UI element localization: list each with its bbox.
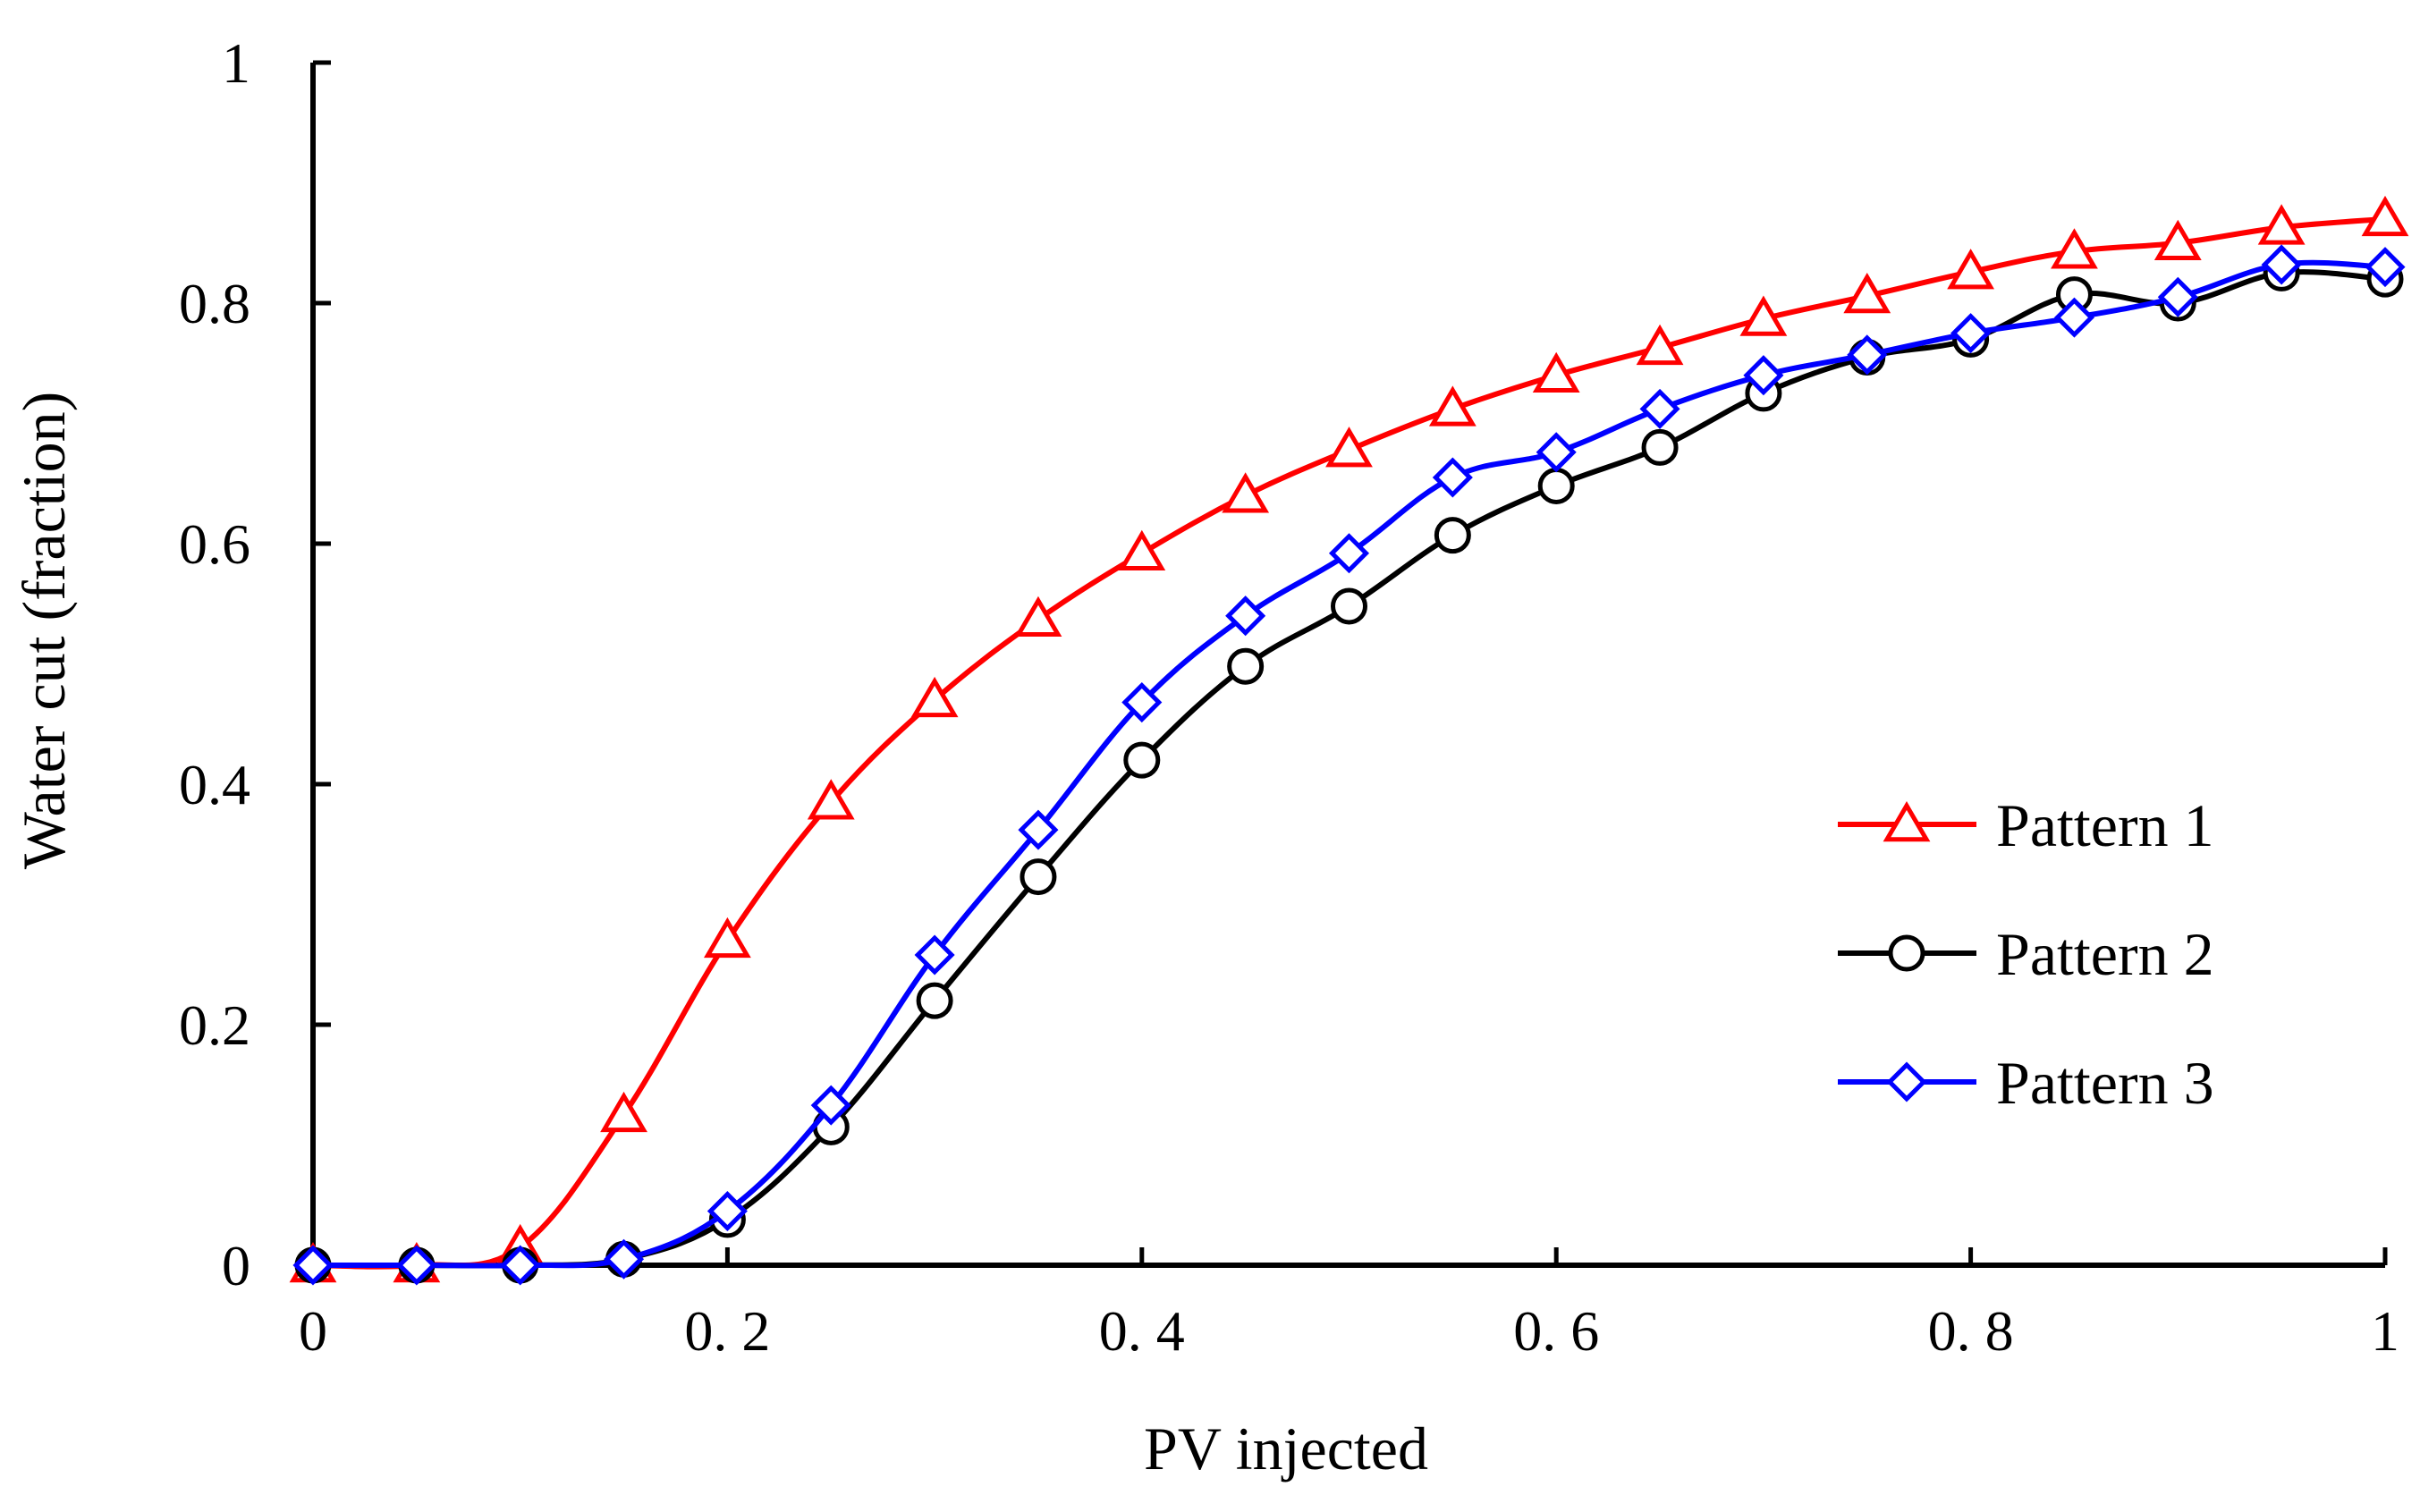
series-line: [313, 259, 2386, 1269]
data-point: [1432, 457, 1473, 498]
y-tick-label: 0.6: [179, 512, 250, 576]
y-tick-label: 0: [222, 1234, 250, 1297]
data-point: [1639, 388, 1680, 429]
data-point: [1743, 355, 1784, 396]
data-point: [1328, 533, 1370, 574]
data-point: [914, 934, 955, 976]
x-tick-label: 0. 2: [684, 1299, 770, 1363]
data-point: [1636, 324, 1684, 366]
data-point: [1018, 809, 1059, 850]
data-point: [1536, 432, 1577, 473]
legend-swatch-marker: [1886, 1061, 1927, 1102]
legend-swatch-marker: [1883, 801, 1931, 842]
data-point: [1641, 428, 1679, 466]
series-layer: [289, 195, 2409, 1286]
data-point: [1434, 517, 1471, 554]
data-point: [600, 1091, 647, 1133]
data-point: [1222, 472, 1270, 513]
data-point: [1947, 249, 1995, 290]
series-line: [312, 215, 2386, 1270]
x-axis-title: PV injected: [1144, 1415, 1428, 1482]
x-tick-label: 0. 8: [1928, 1299, 2014, 1363]
legend-label: Pattern 2: [1996, 920, 2214, 988]
legend-label: Pattern 1: [1996, 791, 2214, 859]
data-point: [2365, 247, 2406, 288]
axes: 0 0. 2 0. 4 0. 6 0. 8 1 0 0.2 0.4 0.6 0.8 1: [179, 31, 2399, 1363]
data-point: [1428, 385, 1477, 427]
data-point: [2157, 276, 2198, 317]
data-point: [1118, 529, 1166, 571]
data-point: [292, 1245, 334, 1286]
series-3: [292, 244, 2406, 1286]
data-point: [1225, 596, 1266, 637]
data-point: [1847, 334, 1888, 376]
data-point: [2053, 297, 2094, 338]
data-point: [807, 779, 855, 820]
data-point: [1532, 351, 1580, 393]
data-point: [2257, 204, 2306, 245]
data-point: [1020, 858, 1057, 896]
data-point: [1121, 682, 1163, 723]
data-point: [604, 1238, 645, 1280]
data-point: [707, 1190, 748, 1232]
legend-swatch-marker: [1888, 934, 1925, 972]
y-tick-label: 0.2: [179, 993, 250, 1057]
data-point: [703, 916, 751, 959]
data-point: [916, 982, 953, 1019]
series-1: [289, 195, 2409, 1283]
data-point: [1227, 647, 1265, 685]
data-point: [1123, 741, 1161, 779]
x-tick-label: 0. 6: [1513, 1299, 1599, 1363]
y-tick-label: 0.8: [179, 272, 250, 335]
data-point: [1325, 427, 1373, 468]
data-point: [1739, 295, 1788, 336]
data-point: [1950, 313, 1992, 354]
legend-label: Pattern 3: [1996, 1049, 2214, 1117]
y-tick-label: 0.4: [179, 753, 250, 816]
legend-item-2: Pattern 2: [1838, 920, 2214, 988]
y-tick-label: 1: [222, 31, 250, 95]
data-point: [396, 1245, 437, 1286]
data-point: [1537, 467, 1575, 504]
data-point: [2361, 195, 2409, 237]
x-tick-label: 0. 4: [1099, 1299, 1185, 1363]
legend-item-3: Pattern 3: [1838, 1049, 2214, 1117]
data-point: [2153, 219, 2202, 261]
data-point: [810, 1085, 851, 1126]
legend-item-1: Pattern 1: [1838, 791, 2214, 859]
y-axis-title: Water cut (fraction): [10, 392, 78, 869]
data-point: [2261, 244, 2302, 285]
series-line: [313, 269, 2386, 1269]
data-point: [500, 1245, 541, 1286]
data-point: [2051, 228, 2098, 269]
x-tick-label: 0: [299, 1299, 327, 1363]
data-point: [1014, 596, 1062, 638]
legend: Pattern 1 Pattern 2 Pattern 3: [1838, 791, 2214, 1117]
x-tick-label: 1: [2371, 1299, 2399, 1363]
data-point: [910, 676, 959, 718]
data-point: [1843, 272, 1891, 314]
data-point: [1331, 587, 1367, 625]
